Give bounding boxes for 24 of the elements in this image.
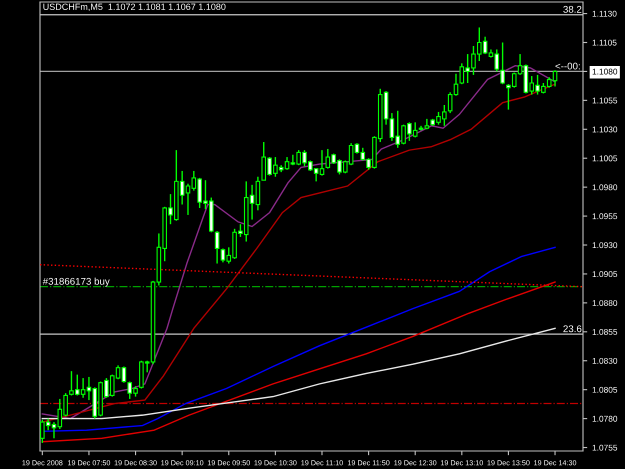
ref-line-label: #31866173 buy (42, 278, 110, 287)
annotation: 38.2 (563, 6, 582, 13)
candlestick (500, 42, 505, 85)
y-tick-label: 1.0955 (592, 213, 618, 220)
y-tick-label: 1.1105 (592, 40, 617, 46)
y-tick-label: 1.1005 (592, 155, 618, 162)
y-tick-label: 1.0780 (592, 416, 618, 422)
y-tick-label: 1.0830 (592, 358, 618, 364)
line-series (42, 328, 556, 420)
y-tick-label: 1.0905 (592, 271, 618, 278)
y-tick-label: 1.0805 (592, 386, 618, 393)
y-tick-label: 1.1080 (592, 68, 618, 75)
candlestick (214, 230, 220, 264)
chart-title: USDCHFm,M5 1.1072 1.1081 1.1067 1.1080 (43, 4, 226, 12)
y-tick-label: 1.0755 (592, 444, 618, 451)
y-tick-label: 1.0930 (592, 242, 618, 248)
y-tick-label: 1.0980 (592, 184, 618, 190)
annotation: <--00: (555, 62, 580, 70)
y-tick-label: 1.1030 (592, 126, 618, 132)
annotation: 23.6 (563, 325, 582, 332)
y-tick-label: 1.1055 (592, 98, 618, 104)
y-tick-label: 1.1130 (592, 10, 617, 17)
y-tick-label: 1.0855 (592, 329, 618, 335)
y-tick-label: 1.0880 (592, 300, 618, 306)
